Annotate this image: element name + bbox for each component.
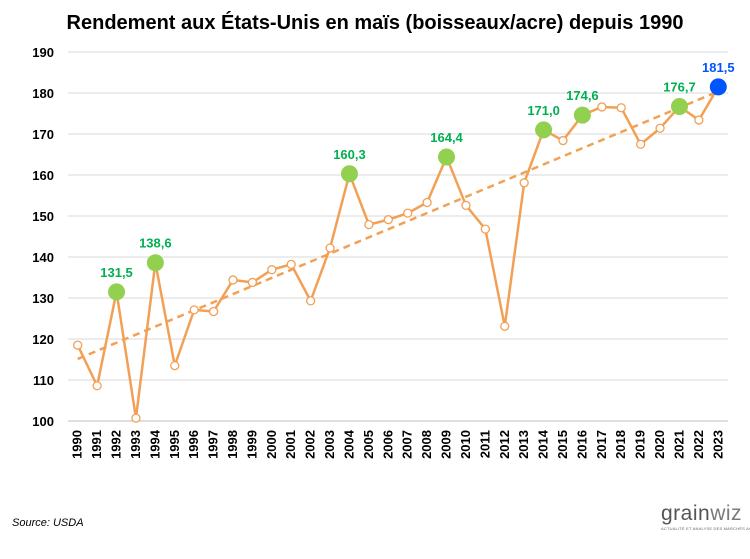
data-point xyxy=(480,224,491,234)
data-point xyxy=(364,219,374,230)
data-point xyxy=(267,265,277,275)
data-point xyxy=(286,259,296,270)
x-tick-label: 2000 xyxy=(264,430,279,459)
highlight-point xyxy=(438,148,456,166)
x-tick-label: 2017 xyxy=(594,430,609,459)
grainwiz-logo: grainwiz ACTUALITÉ ET ANALYSE DES MARCHÉ… xyxy=(661,503,750,549)
logo-wordmark: grainwiz xyxy=(661,503,745,525)
x-tick-label: 1997 xyxy=(206,430,221,459)
y-tick-label: 190 xyxy=(32,45,54,60)
x-tick-label: 2020 xyxy=(652,430,667,459)
data-point xyxy=(500,321,510,331)
x-tick-label: 1991 xyxy=(89,430,104,459)
data-point xyxy=(92,381,102,391)
x-tick-label: 2012 xyxy=(497,430,512,459)
x-tick-label: 1995 xyxy=(167,430,182,459)
data-point xyxy=(73,340,83,350)
y-tick-label: 180 xyxy=(32,86,54,101)
highlight-point xyxy=(340,165,358,183)
data-label: 174,6 xyxy=(566,88,599,103)
x-tick-label: 2001 xyxy=(283,430,298,459)
y-tick-label: 140 xyxy=(32,250,54,265)
x-tick-label: 2018 xyxy=(613,430,628,459)
x-tick-label: 2021 xyxy=(671,430,686,459)
highlight-point xyxy=(573,106,591,124)
x-tick-label: 2022 xyxy=(691,430,706,459)
x-tick-label: 2016 xyxy=(574,430,589,459)
x-tick-label: 2011 xyxy=(477,430,492,458)
trendline xyxy=(77,90,719,361)
x-tick-label: 2005 xyxy=(361,430,376,459)
x-tick-label: 2006 xyxy=(380,430,395,459)
data-point xyxy=(635,139,646,149)
data-point xyxy=(422,197,432,208)
highlight-point xyxy=(146,254,164,272)
data-point xyxy=(461,200,471,210)
chart-title: Rendement aux États-Unis en maïs (boisse… xyxy=(67,11,684,34)
y-tick-label: 150 xyxy=(32,209,54,224)
x-tick-label: 2023 xyxy=(710,430,725,459)
y-tick-label: 110 xyxy=(33,373,54,388)
y-tick-label: 100 xyxy=(32,414,54,429)
highlight-point xyxy=(709,78,727,96)
x-tick-label: 2007 xyxy=(400,430,415,459)
data-point xyxy=(170,360,180,371)
logo-text-main: grain xyxy=(661,502,711,525)
data-point xyxy=(558,135,568,146)
x-tick-label: 2004 xyxy=(341,429,356,459)
x-tick-label: 2019 xyxy=(633,430,648,459)
data-point xyxy=(519,178,529,188)
data-point xyxy=(131,413,141,423)
y-tick-label: 170 xyxy=(32,127,54,142)
x-tick-label: 2008 xyxy=(419,430,434,459)
data-label: 181,5 xyxy=(702,60,735,75)
data-point xyxy=(189,305,199,315)
data-label: 131,5 xyxy=(100,265,133,280)
x-tick-label: 2013 xyxy=(516,430,531,459)
data-label: 164,4 xyxy=(430,130,463,145)
x-tick-label: 2009 xyxy=(439,430,454,459)
y-tick-label: 120 xyxy=(32,332,54,347)
x-tick-label: 2010 xyxy=(458,430,473,459)
data-point xyxy=(247,277,258,288)
highlight-point xyxy=(670,98,688,116)
x-tick-label: 2003 xyxy=(322,430,337,459)
data-point xyxy=(228,275,238,285)
data-point xyxy=(305,296,316,306)
x-tick-label: 2015 xyxy=(555,430,570,459)
data-point xyxy=(655,123,665,133)
x-tick-label: 1992 xyxy=(109,430,124,459)
data-label: 176,7 xyxy=(663,80,696,95)
data-point xyxy=(694,115,704,125)
x-tick-label: 2014 xyxy=(536,429,551,459)
x-tick-label: 1998 xyxy=(225,430,240,459)
data-point xyxy=(403,208,413,218)
logo-tagline: ACTUALITÉ ET ANALYSE DES MARCHÉS AGRICOL… xyxy=(661,526,750,531)
data-point xyxy=(325,243,335,253)
x-tick-label: 2002 xyxy=(303,430,318,459)
x-tick-label: 1996 xyxy=(186,430,201,459)
highlight-point xyxy=(108,283,126,301)
data-point xyxy=(616,103,626,113)
data-label: 138,6 xyxy=(139,236,172,251)
x-tick-label: 1994 xyxy=(147,429,162,459)
source-note: Source: USDA xyxy=(12,517,84,529)
data-point xyxy=(597,102,607,112)
logo-text-accent: wiz xyxy=(710,502,743,525)
x-tick-label: 1999 xyxy=(244,430,259,459)
data-label: 171,0 xyxy=(527,103,560,118)
y-tick-label: 160 xyxy=(32,168,54,183)
y-tick-label: 130 xyxy=(32,291,54,306)
data-point xyxy=(383,215,393,225)
data-point xyxy=(208,306,219,317)
x-tick-label: 1990 xyxy=(70,430,85,459)
series-line xyxy=(76,86,720,420)
data-label: 160,3 xyxy=(333,147,366,162)
x-tick-label: 1993 xyxy=(128,430,143,459)
highlight-point xyxy=(535,121,553,139)
